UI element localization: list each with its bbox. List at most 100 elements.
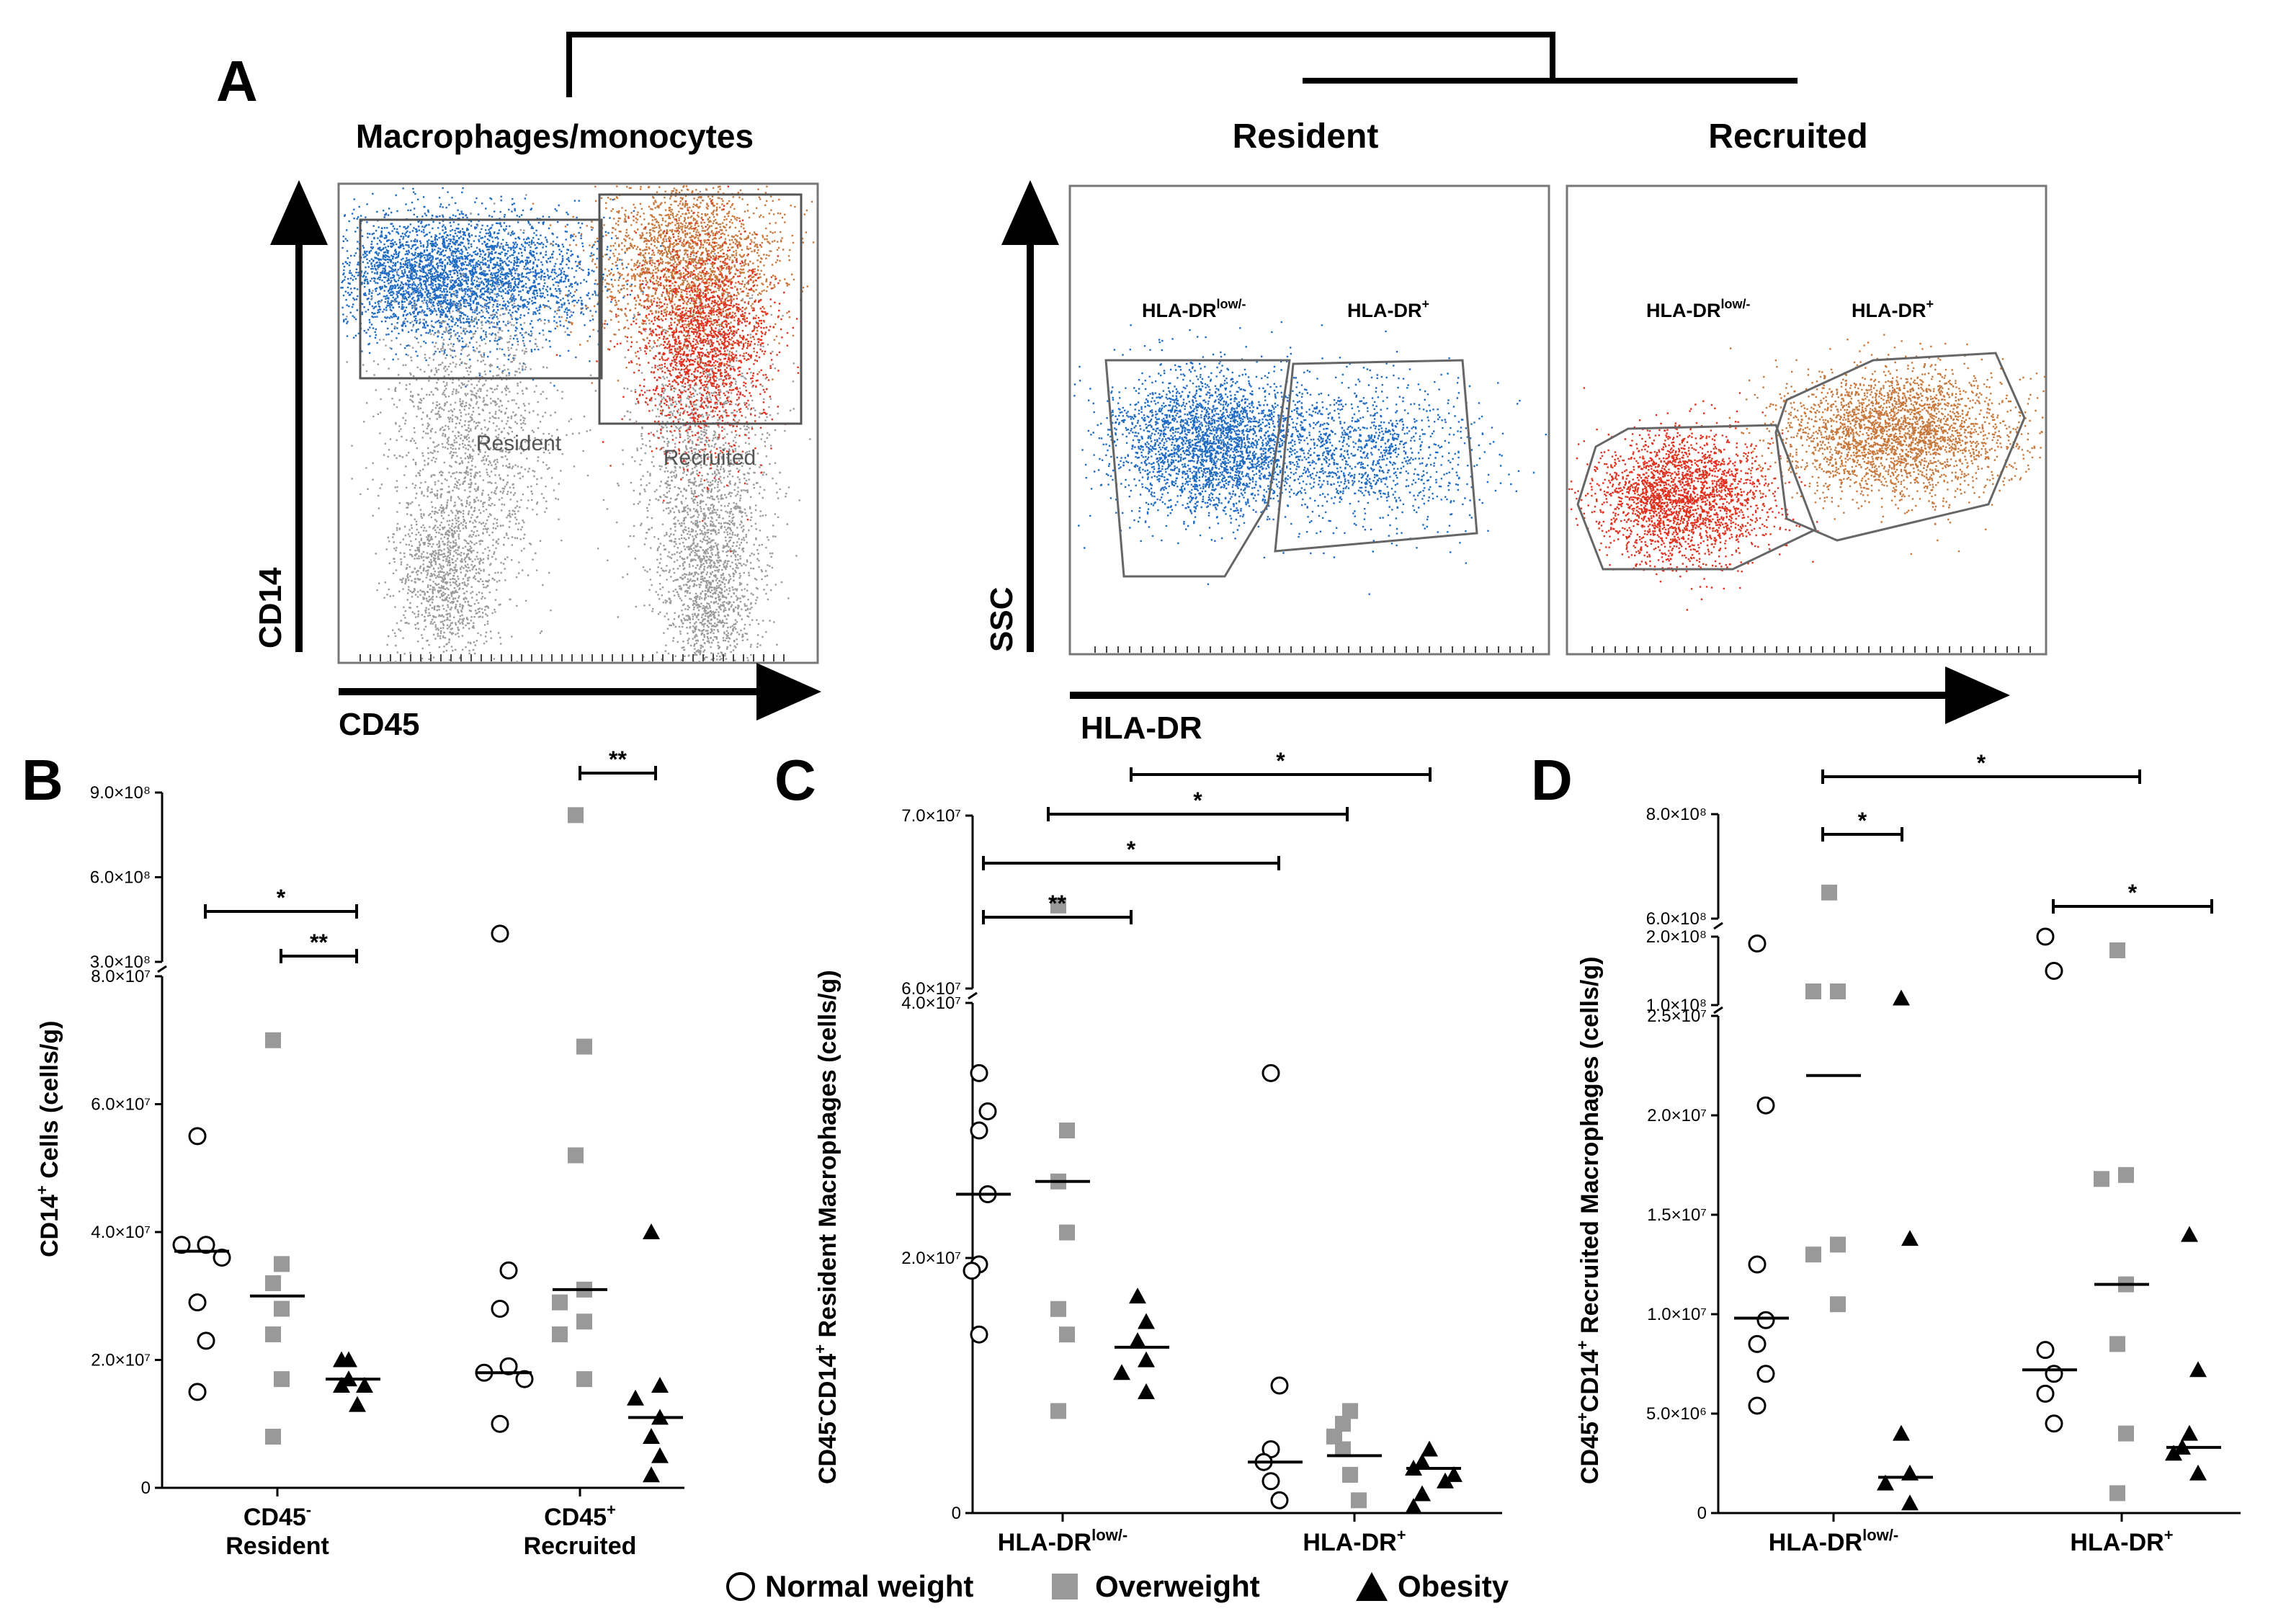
point-overweight xyxy=(1050,1403,1066,1419)
point-overweight xyxy=(274,1300,290,1317)
flow-axis-ticks xyxy=(1094,646,1534,653)
point-obesity xyxy=(1414,1453,1431,1470)
legend-overweight-marker xyxy=(1052,1574,1078,1600)
y-tick-label: 4.0×10⁷ xyxy=(901,994,961,1013)
point-obesity xyxy=(1437,1472,1454,1489)
significance-label: ** xyxy=(1048,891,1066,916)
point-obesity xyxy=(1405,1498,1422,1514)
y-tick-label: 3.0×10⁸ xyxy=(90,952,151,972)
point-obesity xyxy=(1138,1383,1155,1399)
x-group-label: HLA-DR+ xyxy=(1303,1526,1406,1556)
legend-normal-marker xyxy=(726,1572,755,1601)
flow-event-cloud xyxy=(1073,321,1371,585)
point-normal-weight xyxy=(2045,1365,2063,1383)
point-normal-weight xyxy=(491,1414,509,1433)
point-obesity xyxy=(627,1389,644,1406)
point-normal-weight xyxy=(2045,1414,2063,1433)
point-overweight xyxy=(1342,1466,1358,1483)
panel-c: C 02.0×10⁷4.0×10⁷6.0×10⁷7.0×10⁷HLA-DRlow… xyxy=(774,748,1502,1556)
point-normal-weight xyxy=(1756,1096,1775,1115)
point-normal-weight xyxy=(188,1127,207,1146)
point-overweight xyxy=(274,1371,290,1388)
point-overweight xyxy=(265,1429,281,1445)
point-obesity xyxy=(1893,1424,1910,1441)
point-overweight xyxy=(1830,1296,1846,1313)
y-tick-label: 8.0×10⁸ xyxy=(1646,805,1707,824)
point-overweight xyxy=(274,1256,290,1272)
point-overweight xyxy=(2109,1485,2125,1502)
flow-plot-recruited xyxy=(1566,184,2048,656)
recruited-title: Recruited xyxy=(1708,117,1867,156)
point-normal-weight xyxy=(2036,1341,2055,1360)
recruited-hla-low-label: HLA-DRlow/- xyxy=(1646,297,1750,321)
point-overweight xyxy=(552,1294,568,1311)
point-obesity xyxy=(651,1447,669,1463)
y-tick-label: 6.0×10⁸ xyxy=(90,868,151,888)
point-overweight xyxy=(552,1326,568,1342)
point-normal-weight xyxy=(213,1249,231,1267)
panel-a-letter: A xyxy=(216,49,258,113)
panel-a: A Macrophages/monocytes Resident Recruit… xyxy=(216,32,2048,746)
x-group-label: HLA-DR+ xyxy=(2070,1526,2173,1556)
axis-break xyxy=(1713,922,1723,930)
flow3-events xyxy=(1568,334,2046,611)
point-normal-weight xyxy=(2036,1384,2055,1403)
point-overweight xyxy=(1335,1416,1351,1432)
y-tick-label: 6.0×10⁸ xyxy=(1646,909,1707,929)
point-normal-weight xyxy=(1270,1491,1289,1509)
point-obesity xyxy=(1414,1485,1431,1502)
x-group-label-main: CD45 xyxy=(544,1504,607,1531)
legend-obesity-marker xyxy=(1356,1572,1388,1601)
point-obesity xyxy=(2189,1464,2207,1481)
significance-label: ** xyxy=(310,929,328,955)
x-group-label: CD45+ xyxy=(544,1501,616,1531)
point-normal-weight xyxy=(1756,1365,1775,1383)
point-obesity xyxy=(2165,1445,2182,1461)
point-obesity xyxy=(643,1428,660,1444)
point-normal-weight xyxy=(2036,927,2055,946)
legend-overweight-label: Overweight xyxy=(1095,1569,1260,1603)
y-tick-label: 0 xyxy=(952,1504,961,1523)
x-group-label-main: HLA-DR xyxy=(1303,1529,1396,1556)
legend: Normal weight Overweight Obesity xyxy=(726,1569,1509,1603)
significance-label: * xyxy=(1127,836,1136,862)
point-obesity xyxy=(2181,1226,2198,1242)
point-obesity xyxy=(1901,1494,1919,1511)
panel-c-letter: C xyxy=(774,748,816,812)
point-overweight xyxy=(2109,1336,2125,1352)
point-normal-weight xyxy=(970,1063,988,1082)
point-obesity xyxy=(1129,1288,1146,1304)
x-group-label-main: HLA-DR xyxy=(1769,1529,1862,1556)
x-group-label-sup: - xyxy=(306,1501,311,1519)
point-obesity xyxy=(2189,1361,2207,1378)
point-overweight xyxy=(1821,884,1837,901)
significance-label: ** xyxy=(609,746,627,772)
panel-b-letter: B xyxy=(22,748,63,812)
point-overweight xyxy=(576,1371,592,1388)
y-tick-label: 8.0×10⁷ xyxy=(91,967,151,986)
axis-break xyxy=(157,965,167,973)
y-tick-label: 1.0×10⁸ xyxy=(1646,996,1707,1015)
point-normal-weight xyxy=(172,1236,191,1254)
point-overweight xyxy=(1335,1441,1351,1458)
y-tick-label: 1.0×10⁷ xyxy=(1647,1305,1707,1324)
point-overweight xyxy=(576,1038,592,1055)
gate-resident-hla-pos xyxy=(1274,359,1478,553)
point-normal-weight xyxy=(1270,1376,1289,1395)
x-group-label-main: HLA-DR xyxy=(998,1529,1091,1556)
ssc-axis-label: SSC xyxy=(984,587,1019,652)
point-obesity xyxy=(1113,1364,1130,1380)
point-normal-weight xyxy=(1748,1396,1767,1415)
x-group-label-line2: Resident xyxy=(225,1532,329,1560)
point-overweight xyxy=(568,1147,584,1164)
resident-title: Resident xyxy=(1233,117,1379,156)
y-tick-label: 1.5×10⁷ xyxy=(1647,1205,1707,1225)
significance-label: * xyxy=(1858,808,1867,834)
point-obesity xyxy=(1445,1465,1463,1482)
x-group-label-sup: + xyxy=(2164,1526,2174,1544)
point-obesity xyxy=(1129,1332,1146,1349)
x-group-label-main: HLA-DR xyxy=(2070,1529,2163,1556)
y-tick-label: 5.0×10⁶ xyxy=(1646,1404,1707,1424)
